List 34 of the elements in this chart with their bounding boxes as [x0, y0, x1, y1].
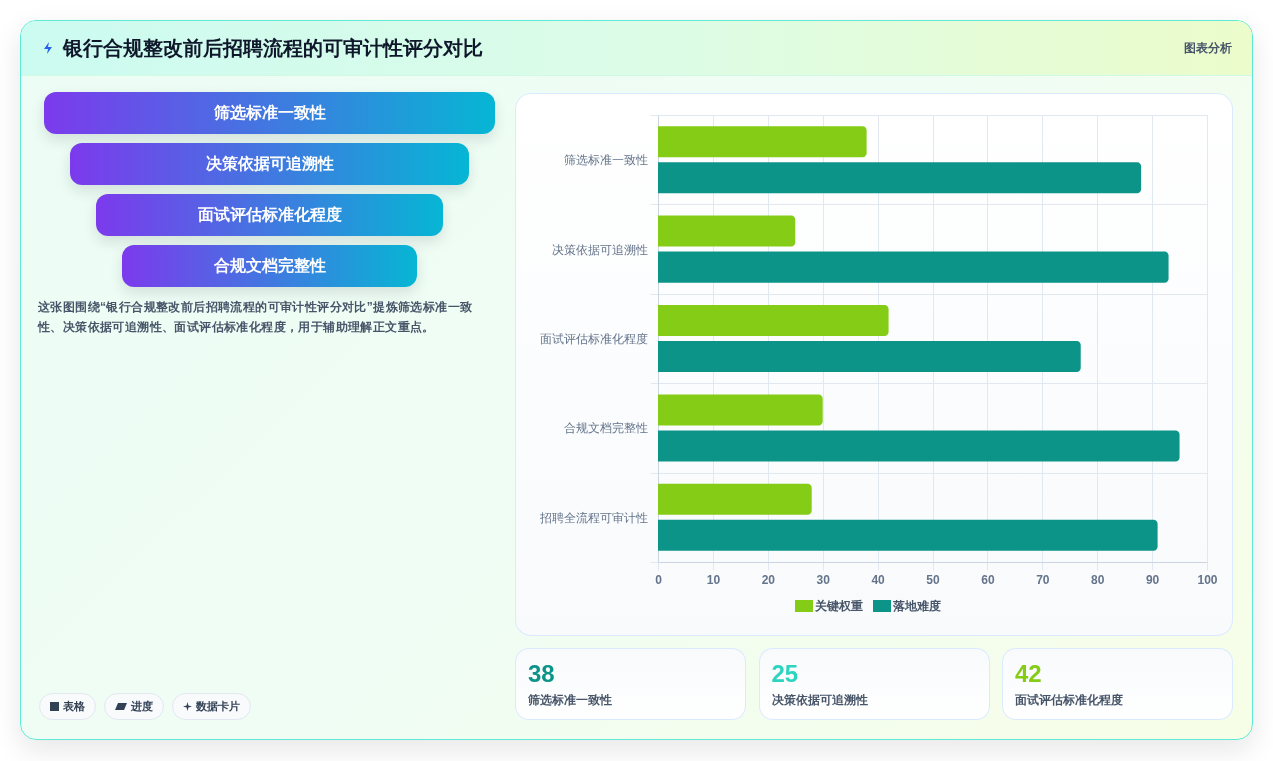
category-label: 筛选标准一致性: [528, 692, 612, 708]
legend-label: 关键权重: [814, 599, 863, 613]
y-tick-label: 面试评估标准化程度: [539, 332, 648, 346]
text: 数据卡片: [196, 699, 240, 714]
data-label: 38: [528, 660, 555, 688]
text: 图表分析: [1184, 40, 1232, 57]
category-label: 决策依据可追溯性: [70, 143, 469, 185]
x-tick-label: 100: [1197, 572, 1218, 587]
text: 进度: [131, 699, 153, 714]
text: 银行合规整改前后招聘流程的可审计性评分对比: [63, 36, 483, 61]
text: 表格: [63, 699, 85, 714]
x-tick-label: 40: [871, 572, 886, 587]
category-label: 面试评估标准化程度: [1015, 692, 1123, 708]
x-tick-label: 80: [1091, 572, 1105, 587]
x-tick-label: 90: [1145, 572, 1160, 587]
x-tick-label: 70: [1036, 572, 1050, 587]
data-label: 42: [1015, 660, 1042, 688]
category-label: 筛选标准一致性: [44, 92, 495, 134]
text: 这张图围绕“银行合规整改前后招聘流程的可审计性评分对比”提炼筛选标准一致性、决策依据可追溯性、面试评估标准化程度，用于辅助理解正文重点。: [38, 299, 474, 336]
y-tick-label: 合规文档完整性: [563, 421, 648, 436]
legend-label: 落地难度: [892, 599, 941, 613]
x-tick-label: 0: [655, 572, 663, 587]
category-label: 合规文档完整性: [122, 245, 417, 287]
category-label: 面试评估标准化程度: [96, 194, 443, 236]
x-tick-label: 30: [816, 572, 831, 587]
x-tick-label: 10: [706, 572, 721, 587]
category-label: 决策依据可追溯性: [771, 692, 868, 708]
y-tick-label: 决策依据可追溯性: [551, 242, 648, 257]
x-tick-label: 50: [926, 572, 940, 587]
y-tick-label: 招聘全流程可审计性: [538, 510, 648, 525]
y-tick-label: 筛选标准一致性: [563, 153, 648, 168]
data-label: 25: [771, 660, 799, 688]
x-tick-label: 20: [761, 572, 776, 587]
x-tick-label: 60: [981, 572, 995, 587]
